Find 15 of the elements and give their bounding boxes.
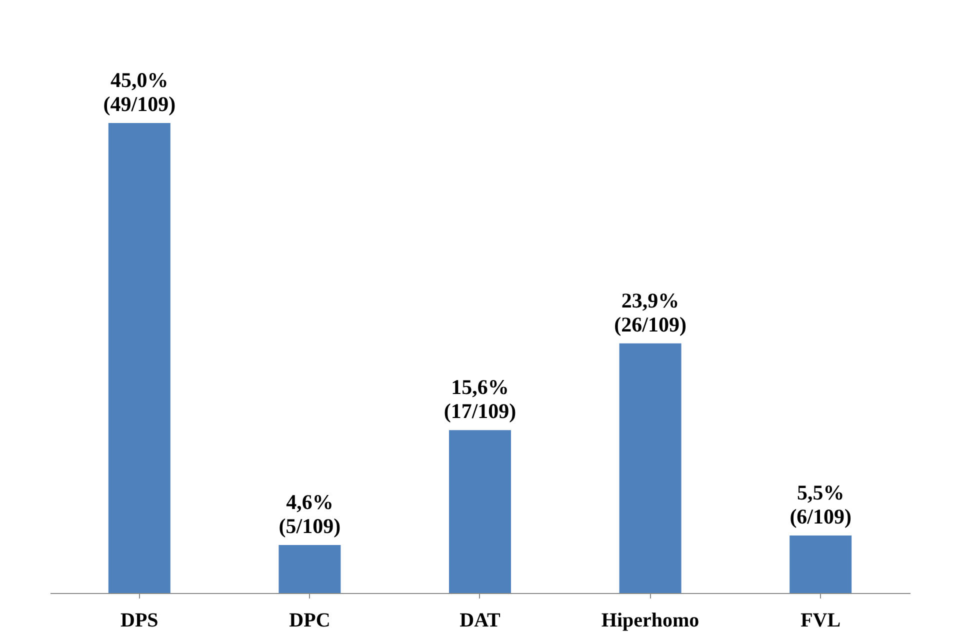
x-tick-label: DPS: [120, 610, 158, 632]
bar: [278, 544, 341, 593]
bar: [790, 536, 852, 593]
bar: [108, 123, 170, 593]
data-label: 4,6% (5/109): [278, 490, 341, 538]
x-tick-label: Hiperhomo: [601, 610, 700, 632]
bar: [449, 430, 511, 593]
x-tick-label: DAT: [460, 610, 502, 632]
data-label: 15,6% (17/109): [444, 375, 516, 424]
data-label: 5,5% (6/109): [790, 480, 852, 529]
x-tick-label: DPC: [289, 610, 330, 632]
data-label: 23,9% (26/109): [614, 288, 686, 336]
bar: [619, 343, 682, 593]
data-label: 45,0% (49/109): [103, 68, 176, 116]
x-tick-label: FVL: [800, 610, 841, 632]
